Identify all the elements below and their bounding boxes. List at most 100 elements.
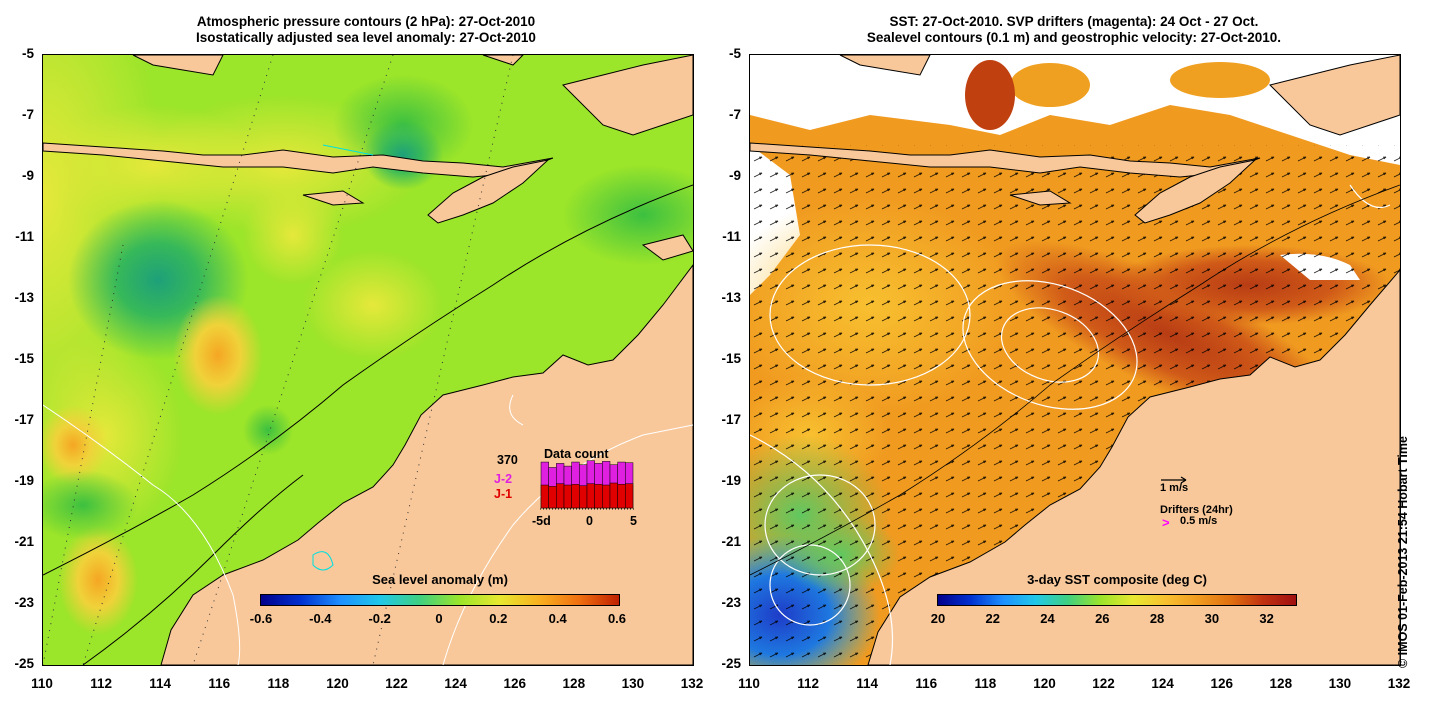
right-xtick-4: 118 xyxy=(974,676,997,691)
drifter-speed-label: 0.5 m/s xyxy=(1180,515,1218,527)
right-colorbar-label: 3-day SST composite (deg C) xyxy=(1027,572,1207,587)
sst-map xyxy=(749,54,1401,666)
credit-text: © IMOS 01-Feb-2013 21:54 Hobart Time xyxy=(1396,436,1410,668)
right-xtick-8: 126 xyxy=(1210,676,1233,691)
left-ytick-9: -23 xyxy=(14,595,34,610)
right-ytick-7: -19 xyxy=(721,473,741,488)
right-xtick-9: 128 xyxy=(1269,676,1293,691)
right-xtick-11: 132 xyxy=(1387,676,1411,691)
right-xtick-0: 110 xyxy=(738,676,760,691)
data-count-bar-j-1-11 xyxy=(625,483,634,509)
right-xtick-5: 120 xyxy=(1033,676,1056,691)
left-xtick-11: 132 xyxy=(680,676,704,691)
right-xtick-3: 116 xyxy=(915,676,938,691)
right-colorbar-tick-4: 28 xyxy=(1149,611,1165,626)
left-xtick-1: 112 xyxy=(90,676,112,691)
data-count-bar-j-1-10 xyxy=(617,484,626,509)
left-xtick-8: 126 xyxy=(503,676,526,691)
left-colorbar-tick-6: 0.6 xyxy=(607,611,627,626)
right-colorbar-tick-5: 30 xyxy=(1204,611,1220,626)
left-xtick-7: 124 xyxy=(444,676,467,691)
right-xtick-10: 130 xyxy=(1328,676,1352,691)
right-ytick-4: -13 xyxy=(721,290,741,305)
right-map-title: SST: 27-Oct-2010. SVP drifters (magenta)… xyxy=(749,14,1399,46)
data-count-bar-j-1-4 xyxy=(571,484,580,509)
data-count-bar-j-1-6 xyxy=(586,483,595,509)
right-ytick-8: -21 xyxy=(721,534,741,549)
right-colorbar-tick-3: 26 xyxy=(1095,611,1110,626)
left-title-line2: Isostatically adjusted sea level anomaly… xyxy=(196,30,536,45)
right-ytick-6: -17 xyxy=(721,412,741,427)
right-ytick-3: -11 xyxy=(722,229,741,244)
left-ytick-8: -21 xyxy=(14,534,34,549)
sla-map-svg xyxy=(43,55,693,665)
data-count-title: Data count xyxy=(544,447,609,461)
left-xtick-9: 128 xyxy=(562,676,586,691)
right-title-line1: SST: 27-Oct-2010. SVP drifters (magenta)… xyxy=(889,14,1259,29)
left-ytick-6: -17 xyxy=(14,412,34,427)
left-xtick-5: 120 xyxy=(326,676,349,691)
data-count-bar-j-1-9 xyxy=(609,482,618,509)
right-colorbar-tick-0: 20 xyxy=(930,611,946,626)
data-count-bar-j-1-7 xyxy=(594,484,603,509)
right-xtick-6: 122 xyxy=(1092,676,1115,691)
right-title-line2: Sealevel contours (0.1 m) and geostrophi… xyxy=(866,30,1282,45)
right-xtick-2: 114 xyxy=(856,676,879,691)
right-ytick-0: -5 xyxy=(728,46,741,61)
left-colorbar-tick-1: -0.4 xyxy=(309,611,332,626)
left-ytick-1: -7 xyxy=(21,107,34,122)
sst-map-svg xyxy=(750,55,1400,665)
right-xtick-7: 124 xyxy=(1151,676,1174,691)
left-title-line1: Atmospheric pressure contours (2 hPa): 2… xyxy=(196,14,536,29)
left-colorbar-tick-3: 0 xyxy=(435,611,443,626)
data-count-series-j1-label: J-1 xyxy=(494,487,513,501)
left-ytick-7: -19 xyxy=(14,473,34,488)
right-ytick-5: -15 xyxy=(721,351,741,366)
data-count-bar-j-1-5 xyxy=(579,485,588,509)
data-count-xtick-5: 5 xyxy=(630,514,637,528)
left-colorbar-tick-2: -0.2 xyxy=(368,611,391,626)
left-xtick-0: 110 xyxy=(31,676,53,691)
left-ytick-0: -5 xyxy=(21,46,34,61)
left-xtick-2: 114 xyxy=(149,676,172,691)
left-xtick-10: 130 xyxy=(621,676,645,691)
left-ytick-10: -25 xyxy=(14,656,34,671)
right-colorbar-tick-1: 22 xyxy=(985,611,1000,626)
data-count-bar-j-1-0 xyxy=(540,484,549,509)
left-ytick-4: -13 xyxy=(14,290,34,305)
data-count-bar-j-1-3 xyxy=(563,484,572,509)
right-ytick-10: -25 xyxy=(721,656,741,671)
left-ytick-3: -11 xyxy=(15,229,34,244)
data-count-xtick-neg5d: -5d xyxy=(532,514,551,528)
drifter-symbol: > xyxy=(1162,515,1170,530)
left-xtick-4: 118 xyxy=(267,676,290,691)
right-colorbar-tick-2: 24 xyxy=(1040,611,1055,626)
drifters-label: Drifters (24hr) xyxy=(1160,504,1233,516)
right-ytick-1: -7 xyxy=(728,107,741,122)
data-count-bar-j-1-8 xyxy=(602,484,611,509)
right-colorbar-tick-6: 32 xyxy=(1259,611,1274,626)
left-map-title: Atmospheric pressure contours (2 hPa): 2… xyxy=(40,14,692,46)
sea-level-anomaly-map xyxy=(42,54,694,666)
velocity-scale-arrow-icon xyxy=(1161,476,1187,484)
data-count-xtick-0: 0 xyxy=(586,514,593,528)
left-colorbar-tick-5: 0.4 xyxy=(548,611,567,626)
right-ytick-2: -9 xyxy=(728,168,741,183)
left-xtick-6: 122 xyxy=(385,676,408,691)
right-xtick-1: 112 xyxy=(797,676,819,691)
data-count-max-value: 370 xyxy=(497,453,518,467)
velocity-scale-label: 1 m/s xyxy=(1160,482,1189,494)
data-count-bar-j-1-2 xyxy=(556,483,565,509)
left-colorbar-label: Sea level anomaly (m) xyxy=(372,572,508,587)
left-colorbar-tick-4: 0.2 xyxy=(489,611,508,626)
left-ytick-2: -9 xyxy=(21,168,34,183)
data-count-bar-j-1-1 xyxy=(548,486,557,509)
data-count-series-j2-label: J-2 xyxy=(494,472,513,486)
data-count-chart xyxy=(540,460,634,510)
right-colorbar xyxy=(937,594,1297,606)
left-xtick-3: 116 xyxy=(208,676,231,691)
right-ytick-9: -23 xyxy=(721,595,741,610)
left-ytick-5: -15 xyxy=(14,351,34,366)
left-colorbar-tick-0: -0.6 xyxy=(249,611,273,626)
left-colorbar xyxy=(260,594,620,606)
